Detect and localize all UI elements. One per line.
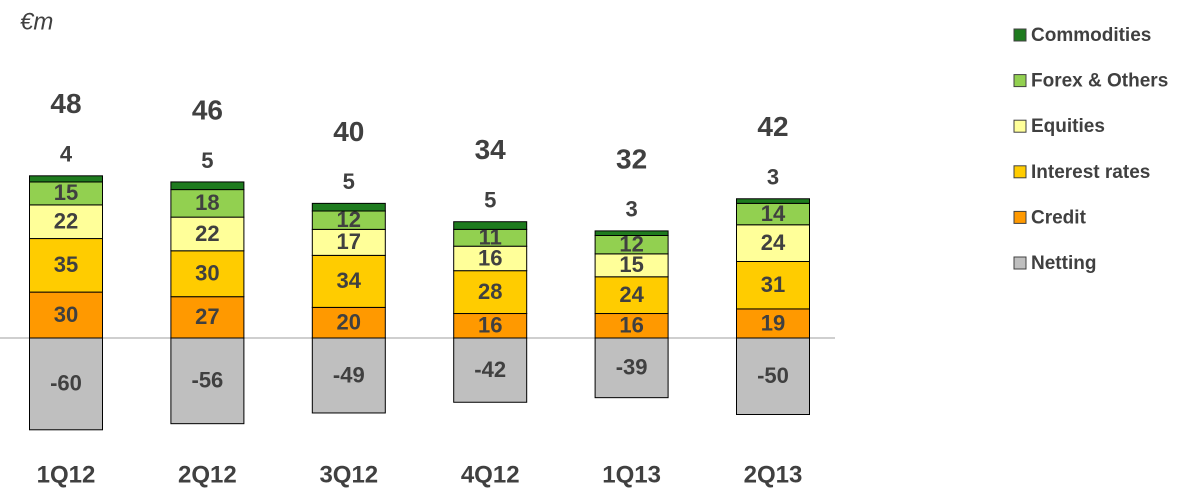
value-label: 19 — [761, 310, 785, 335]
bar-segment — [170, 250, 245, 298]
total-label: 32 — [616, 143, 647, 174]
value-label: 16 — [619, 313, 643, 338]
legend-swatch — [1013, 165, 1027, 179]
value-label: 27 — [195, 304, 219, 329]
legend-swatch — [1013, 256, 1027, 270]
bar-segment — [170, 189, 245, 218]
bar-segment — [736, 224, 810, 262]
value-label: -42 — [474, 357, 506, 382]
x-tick-label: 2Q13 — [744, 461, 803, 488]
value-label: 15 — [619, 252, 643, 277]
value-label: 34 — [337, 268, 362, 293]
bar-segment — [311, 228, 386, 256]
bar-segment — [170, 337, 245, 425]
value-label: 5 — [484, 188, 496, 213]
value-label: -56 — [192, 368, 224, 393]
legend-swatch — [1013, 210, 1027, 224]
value-label: 5 — [201, 148, 213, 173]
legend-label: Interest rates — [1031, 162, 1150, 183]
value-label: 30 — [54, 302, 78, 327]
value-label: 3 — [625, 197, 637, 222]
value-label: 5 — [343, 169, 355, 194]
legend-swatch — [1013, 28, 1027, 42]
unit-label: €m — [20, 8, 53, 35]
bar-segment — [29, 337, 103, 431]
bar-segment — [736, 198, 810, 204]
value-label: 35 — [54, 252, 78, 277]
value-label: -49 — [333, 362, 365, 387]
bar-segment — [736, 261, 810, 310]
value-label: -60 — [50, 371, 82, 396]
bar-segment — [311, 202, 386, 212]
value-label: -50 — [757, 363, 789, 388]
bar-segment — [29, 175, 103, 183]
value-label: 24 — [619, 282, 644, 307]
bar-segment — [453, 221, 528, 230]
bar-segment — [736, 308, 810, 339]
x-tick-label: 2Q12 — [178, 461, 237, 488]
value-label: 30 — [195, 261, 219, 286]
value-label: 16 — [478, 313, 502, 338]
value-label: 22 — [195, 221, 219, 246]
total-label: 40 — [333, 116, 364, 147]
value-label: 17 — [337, 229, 361, 254]
value-label: 3 — [767, 165, 779, 190]
value-label: 15 — [54, 180, 78, 205]
bar-segment — [170, 181, 245, 191]
bar-segment — [594, 276, 669, 315]
value-label: 11 — [479, 225, 502, 250]
value-label: 24 — [761, 230, 786, 255]
value-label: 28 — [478, 279, 502, 304]
bar-segment — [170, 296, 245, 339]
total-label: 46 — [192, 94, 223, 125]
legend-swatch — [1013, 119, 1027, 133]
bar-segment — [594, 313, 669, 339]
value-label: 20 — [337, 310, 361, 335]
bar-segment — [594, 230, 669, 236]
bar-segment — [453, 245, 528, 272]
value-label: 16 — [478, 245, 502, 270]
total-label: 34 — [475, 134, 507, 165]
value-label: 22 — [54, 209, 78, 234]
value-label: 14 — [761, 201, 786, 226]
total-label: 42 — [757, 111, 788, 142]
value-label: -39 — [616, 355, 648, 380]
bar-segment — [170, 216, 245, 252]
x-tick-label: 1Q12 — [37, 461, 96, 488]
bar-segment — [453, 270, 528, 315]
x-tick-label: 3Q12 — [319, 461, 378, 488]
legend-label: Commodities — [1031, 25, 1151, 46]
bar-segment — [736, 337, 810, 415]
bar-segment — [311, 254, 386, 308]
legend-label: Netting — [1031, 253, 1096, 274]
bar-segment — [594, 337, 669, 399]
bar-segment — [29, 291, 103, 339]
legend-swatch — [1013, 74, 1027, 88]
legend-label: Credit — [1031, 207, 1087, 228]
x-tick-label: 4Q12 — [461, 461, 520, 488]
legend-label: Forex & Others — [1031, 71, 1168, 92]
value-label: 4 — [60, 142, 73, 167]
bar-segment — [311, 306, 386, 339]
total-label: 48 — [50, 88, 81, 119]
bar-segment — [29, 204, 103, 240]
value-label: 18 — [195, 190, 219, 215]
x-tick-label: 1Q13 — [602, 461, 661, 488]
legend-label: Equities — [1031, 116, 1105, 137]
value-label: 31 — [761, 272, 785, 297]
